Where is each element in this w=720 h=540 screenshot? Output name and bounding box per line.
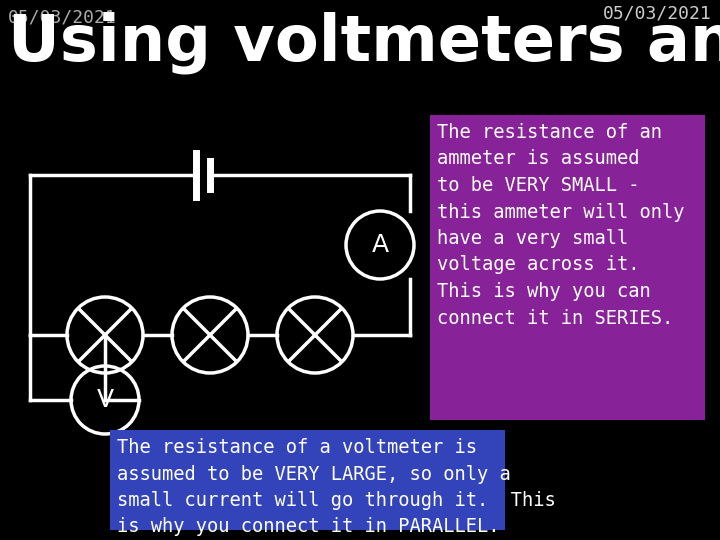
Text: Using voltmeters and ammeters: Using voltmeters and ammeters xyxy=(8,12,720,75)
FancyBboxPatch shape xyxy=(110,430,505,530)
Text: A: A xyxy=(372,233,389,257)
Text: The resistance of an
ammeter is assumed
to be VERY SMALL -
this ammeter will onl: The resistance of an ammeter is assumed … xyxy=(437,123,685,327)
Text: 05/03/2021: 05/03/2021 xyxy=(603,5,712,23)
Text: V: V xyxy=(96,388,114,412)
Text: 05/03/2021: 05/03/2021 xyxy=(8,8,117,26)
FancyBboxPatch shape xyxy=(430,115,705,420)
Text: The resistance of a voltmeter is
assumed to be VERY LARGE, so only a
small curre: The resistance of a voltmeter is assumed… xyxy=(117,438,556,537)
